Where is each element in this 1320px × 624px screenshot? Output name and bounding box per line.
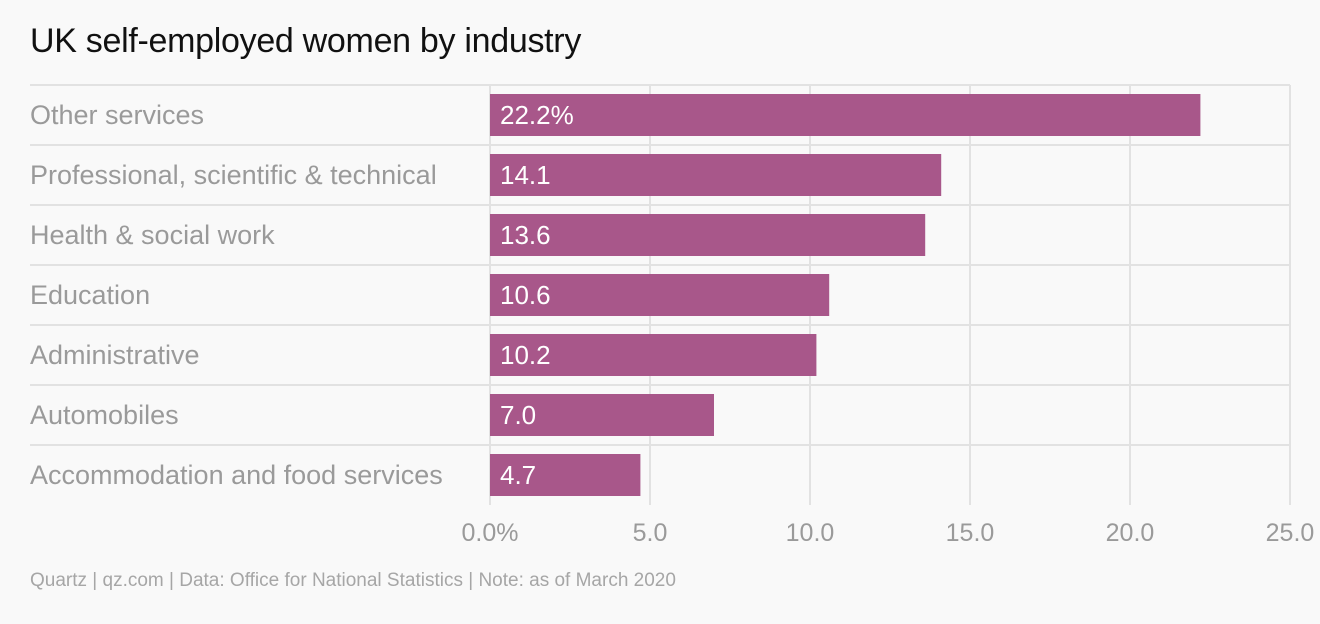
value-label: 22.2% [500,100,574,130]
value-label: 14.1 [500,160,551,190]
value-label: 13.6 [500,220,551,250]
source-note: Quartz | qz.com | Data: Office for Natio… [30,570,676,591]
x-tick-label: 15.0 [946,519,995,547]
category-label: Education [30,280,150,310]
bar [490,454,641,496]
chart-title: UK self-employed women by industry [30,22,582,60]
value-label: 4.7 [500,460,536,490]
value-label: 10.2 [500,340,551,370]
x-tick-label: 20.0 [1106,519,1155,547]
bar [490,394,714,436]
category-label: Accommodation and food services [30,460,443,490]
category-label: Administrative [30,340,200,370]
x-tick-label: 5.0 [633,519,668,547]
value-label: 10.6 [500,280,551,310]
bar [490,154,942,196]
bar [490,214,926,256]
bar [490,274,830,316]
category-label: Other services [30,100,204,130]
category-label: Health & social work [30,220,275,250]
category-label: Professional, scientific & technical [30,160,437,190]
x-tick-label: 10.0 [786,519,835,547]
x-tick-label: 0.0% [462,519,519,547]
bar [490,94,1201,136]
value-label: 7.0 [500,400,536,430]
category-label: Automobiles [30,400,179,430]
bar [490,334,817,376]
x-tick-label: 25.0 [1266,519,1315,547]
